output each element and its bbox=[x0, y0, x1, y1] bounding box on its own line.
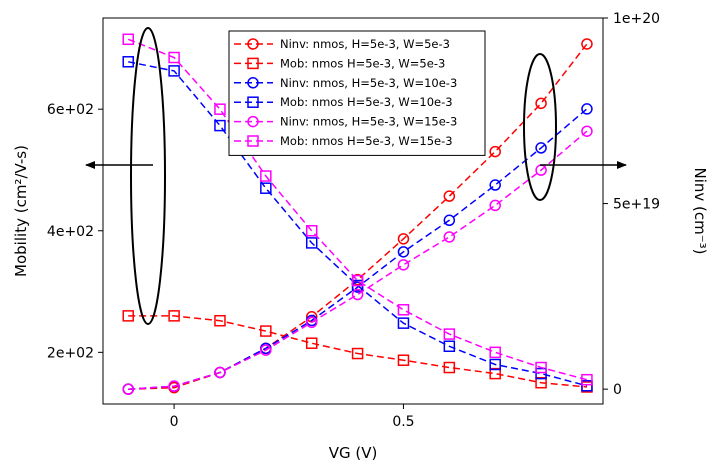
data-point bbox=[489, 199, 501, 212]
y-left-axis-title: Mobility (cm²/V-s) bbox=[12, 145, 30, 277]
legend-entry: Ninv: nmos, H=5e-3, W=15e-3 bbox=[234, 115, 457, 129]
data-point bbox=[443, 361, 456, 374]
data-point bbox=[535, 361, 547, 374]
data-point bbox=[305, 225, 318, 237]
data-point bbox=[581, 38, 593, 50]
data-point bbox=[489, 346, 501, 359]
series-6 bbox=[122, 33, 593, 386]
data-point bbox=[581, 373, 593, 386]
legend-label: Mob: nmos H=5e-3, W=5e-3 bbox=[280, 56, 445, 70]
legend-box bbox=[228, 30, 486, 156]
y-left-tick-label: 6e+02 bbox=[47, 102, 94, 118]
legend: Ninv: nmos, H=5e-3, W=5e-3 Mob: nmos H=5e… bbox=[228, 30, 486, 156]
data-point bbox=[168, 310, 180, 322]
legend-marker bbox=[247, 57, 259, 70]
y-right-tick-label: 1e+20 bbox=[613, 11, 660, 27]
data-point bbox=[260, 170, 272, 182]
data-point bbox=[535, 142, 547, 154]
data-point bbox=[489, 367, 501, 380]
data-point bbox=[122, 33, 134, 46]
data-point bbox=[397, 317, 410, 329]
axes: 0 0.5 2e+02 4e+02 6e+02 0 5e+19 1e+20 VG (V) Mobi… bbox=[12, 11, 709, 462]
legend-entry: Mob: nmos H=5e-3, W=5e-3 bbox=[234, 56, 445, 70]
legend-label: Mob: nmos H=5e-3, W=10e-3 bbox=[280, 95, 453, 109]
data-point bbox=[351, 288, 364, 301]
data-point bbox=[443, 231, 456, 243]
data-point bbox=[489, 145, 501, 158]
annotation-ellipse-right bbox=[523, 53, 557, 201]
legend-label: Ninv: nmos, H=5e-3, W=5e-3 bbox=[280, 37, 450, 51]
series-5 bbox=[122, 125, 593, 395]
data-point bbox=[214, 314, 226, 327]
data-point bbox=[168, 380, 180, 392]
data-point bbox=[397, 354, 410, 366]
y-right-axis-title: Ninv (cm⁻³) bbox=[691, 167, 709, 254]
data-point bbox=[214, 103, 226, 115]
legend-entry: Ninv: nmos, H=5e-3, W=10e-3 bbox=[234, 76, 457, 90]
legend-entry: Mob: nmos H=5e-3, W=15e-3 bbox=[234, 134, 453, 148]
data-point bbox=[535, 97, 547, 110]
series-line bbox=[128, 61, 588, 387]
legend-label: Ninv: nmos, H=5e-3, W=10e-3 bbox=[280, 76, 457, 90]
data-point bbox=[397, 246, 410, 258]
data-point bbox=[489, 358, 501, 371]
data-point bbox=[581, 125, 593, 137]
x-tick-label: 0 bbox=[170, 414, 179, 430]
data-point bbox=[397, 233, 410, 245]
data-point bbox=[351, 274, 364, 287]
data-point bbox=[443, 340, 456, 353]
data-point bbox=[443, 328, 456, 340]
annotations bbox=[85, 27, 627, 325]
data-point bbox=[397, 304, 410, 316]
y-left-tick-label: 4e+02 bbox=[47, 224, 94, 240]
data-point bbox=[122, 56, 134, 68]
data-point bbox=[535, 376, 547, 389]
data-point bbox=[581, 380, 593, 392]
x-axis-title: VG (V) bbox=[329, 444, 378, 462]
data-point bbox=[168, 65, 180, 77]
legend-label: Mob: nmos H=5e-3, W=15e-3 bbox=[280, 134, 453, 148]
data-point bbox=[168, 51, 180, 64]
data-point bbox=[214, 366, 226, 379]
data-point bbox=[260, 344, 272, 356]
legend-marker bbox=[247, 77, 259, 89]
data-point bbox=[443, 190, 456, 202]
series-line bbox=[127, 38, 588, 381]
y-right-tick-label: 5e+19 bbox=[613, 197, 660, 213]
data-point bbox=[122, 383, 134, 395]
legend-marker bbox=[247, 115, 259, 128]
data-point bbox=[260, 325, 272, 337]
series-line bbox=[128, 130, 588, 390]
data-point bbox=[397, 259, 410, 271]
series-2 bbox=[122, 310, 593, 393]
legend-entry: Mob: nmos H=5e-3, W=10e-3 bbox=[234, 95, 453, 109]
y-left-tick-label: 2e+02 bbox=[47, 345, 94, 361]
x-tick-label: 0.5 bbox=[392, 414, 414, 430]
legend-marker bbox=[247, 38, 259, 50]
plot-frame bbox=[102, 17, 604, 405]
legend-entry: Ninv: nmos, H=5e-3, W=5e-3 bbox=[234, 37, 450, 51]
data-point bbox=[305, 237, 318, 249]
data-point bbox=[351, 347, 364, 360]
plot-area bbox=[122, 33, 593, 395]
data-point bbox=[305, 337, 318, 349]
data-point bbox=[305, 316, 318, 329]
legend-marker bbox=[247, 135, 259, 147]
data-point bbox=[214, 119, 226, 132]
legend-marker bbox=[247, 96, 259, 108]
data-point bbox=[581, 103, 593, 115]
data-point bbox=[443, 214, 456, 227]
annotation-ellipse-left bbox=[130, 27, 166, 325]
data-point bbox=[122, 310, 134, 322]
y-right-tick-label: 0 bbox=[613, 382, 622, 398]
data-point bbox=[260, 182, 272, 194]
data-point bbox=[489, 179, 501, 191]
data-point bbox=[535, 367, 547, 380]
series-line bbox=[128, 315, 587, 388]
legend-label: Ninv: nmos, H=5e-3, W=15e-3 bbox=[280, 115, 457, 129]
